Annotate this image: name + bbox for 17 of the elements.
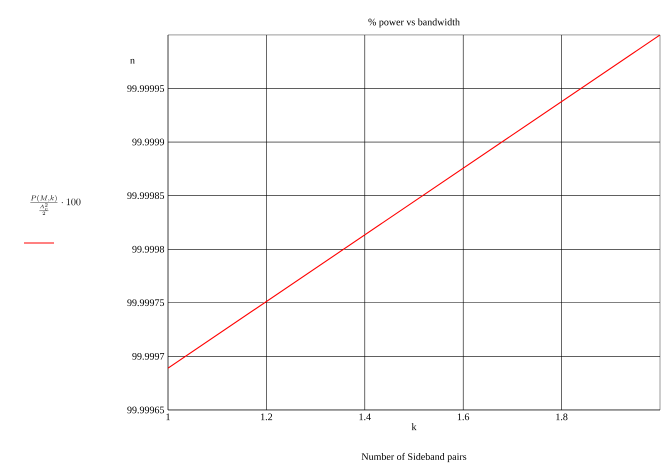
text: n — [130, 58, 135, 64]
x-axis-title: k — [412, 423, 417, 430]
y-tick-label: 99.9999 — [132, 138, 164, 146]
text: $\frac{P(M,k)}{\frac{A_c^{2}}{2}}\cdot 100$ — [30, 195, 80, 215]
chart-title: % power vs bandwidth — [368, 18, 460, 28]
text: Number of Sideband pairs — [362, 452, 466, 462]
y-tick-label: 99.9997 — [132, 352, 164, 360]
x-tick-label: 1.8 — [556, 414, 568, 420]
y-tick-label: 99.99965 — [127, 406, 164, 414]
x-tick-label: 1 — [166, 414, 170, 420]
y-tick-label: 99.99985 — [127, 192, 164, 200]
x-tick-label: 1.4 — [359, 414, 371, 420]
x-tick-label: 1.6 — [458, 414, 470, 420]
x-tick-label: 1.2 — [261, 414, 272, 420]
y-tick-label: 99.99975 — [127, 299, 164, 306]
y-tick-label: 99.99995 — [127, 85, 164, 92]
y-tick-label: 99.9998 — [132, 246, 164, 253]
